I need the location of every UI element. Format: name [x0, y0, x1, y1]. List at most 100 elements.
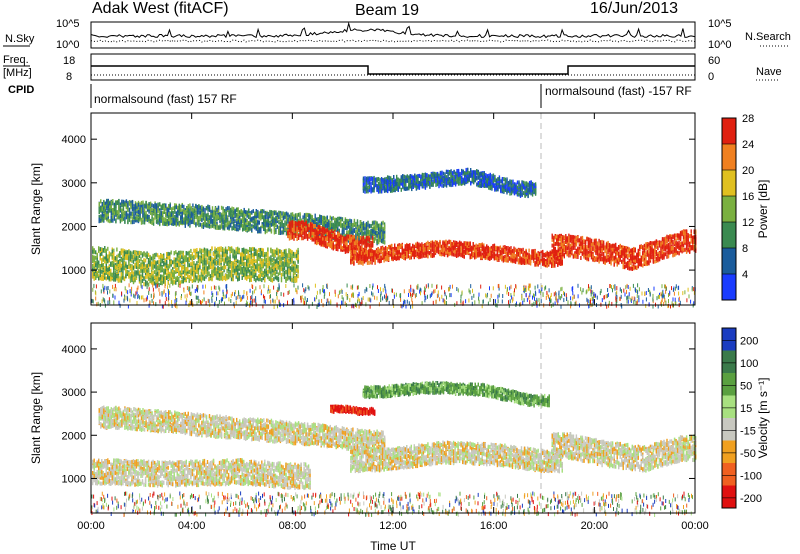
heatmap-cell — [222, 208, 224, 213]
heatmap-cell — [377, 234, 380, 239]
heatmap-cell — [349, 225, 351, 230]
heatmap-cell — [288, 234, 291, 239]
heatmap-cell — [216, 226, 218, 230]
heatmap-cell — [658, 252, 661, 257]
heatmap-cell — [219, 212, 221, 217]
heatmap-cell — [667, 235, 670, 240]
heatmap-cell — [222, 214, 224, 219]
heatmap-cell — [248, 222, 250, 227]
heatmap-cell — [329, 223, 331, 228]
heatmap-cell — [195, 204, 197, 209]
heatmap-cell — [359, 235, 362, 240]
heatmap-cell — [284, 215, 286, 220]
heatmap-cell — [340, 223, 342, 228]
heatmap-cell — [297, 228, 300, 233]
heatmap-cell — [165, 222, 167, 226]
heatmap-cell — [331, 229, 333, 233]
heatmap-cell — [584, 248, 587, 253]
heatmap-cell — [261, 213, 263, 218]
heatmap-cell — [180, 215, 182, 220]
heatmap-cell — [187, 214, 189, 219]
heatmap-cell — [184, 213, 186, 218]
heatmap-cell — [110, 215, 112, 220]
heatmap-cell — [222, 220, 224, 224]
heatmap-cell — [349, 234, 351, 239]
heatmap-cell — [309, 219, 312, 223]
heatmap-cell — [446, 240, 449, 245]
heatmap-cell — [303, 227, 306, 232]
heatmap-cell — [328, 238, 330, 243]
heatmap-cell — [305, 213, 307, 218]
heatmap-cell — [328, 232, 330, 237]
heatmap-cell — [190, 213, 193, 218]
heatmap-cell — [128, 211, 131, 216]
heatmap-cell — [133, 211, 135, 216]
heatmap-cell — [118, 211, 120, 216]
heatmap-cell — [380, 229, 383, 234]
heatmap-cell — [313, 220, 315, 224]
heatmap-cell — [353, 228, 356, 233]
heatmap-cell — [486, 247, 488, 252]
heatmap-cell — [296, 226, 298, 231]
heatmap-cell — [602, 240, 605, 245]
heatmap-cell — [151, 216, 153, 221]
heatmap-cell — [140, 217, 143, 222]
heatmap-cell — [642, 255, 644, 259]
heatmap-cell — [214, 207, 217, 212]
heatmap-cell — [611, 243, 614, 248]
heatmap-cell — [263, 225, 265, 230]
heatmap-cell — [208, 215, 211, 220]
heatmap-cell — [338, 238, 340, 243]
heatmap-cell — [257, 209, 259, 214]
heatmap-cell — [392, 249, 394, 253]
heatmap-cell — [401, 246, 403, 251]
heatmap-cell — [308, 226, 310, 231]
heatmap-cell — [690, 246, 692, 251]
heatmap-cell — [607, 257, 609, 262]
heatmap-cell — [380, 234, 383, 239]
heatmap-cell — [343, 230, 345, 235]
heatmap-cell — [401, 255, 403, 259]
heatmap-cell — [389, 249, 391, 254]
heatmap-cell — [371, 235, 374, 240]
heatmap-cell — [308, 216, 310, 221]
heatmap-cell — [439, 250, 441, 255]
heatmap-cell — [511, 248, 514, 253]
heatmap-cell — [367, 236, 369, 241]
heatmap-cell — [242, 226, 244, 231]
heatmap-cell — [372, 250, 375, 255]
heatmap-cell — [294, 227, 297, 232]
heatmap-cell — [354, 250, 357, 254]
heatmap-cell — [431, 244, 434, 249]
heatmap-cell — [183, 210, 185, 215]
heatmap-cell — [495, 256, 497, 261]
heatmap-cell — [332, 233, 334, 238]
heatmap-cell — [412, 243, 414, 248]
heatmap-cell — [329, 238, 331, 243]
heatmap-cell — [633, 266, 635, 271]
heatmap-cell — [496, 250, 499, 254]
heatmap-cell — [630, 266, 632, 271]
heatmap-cell — [226, 206, 229, 211]
heatmap-cell — [682, 231, 685, 236]
heatmap-cell — [319, 225, 321, 230]
heatmap-cell — [652, 257, 655, 262]
heatmap-cell — [172, 213, 174, 218]
heatmap-cell — [553, 237, 555, 242]
heatmap-cell — [237, 220, 239, 225]
heatmap-cell — [367, 230, 369, 234]
heatmap-cell — [346, 226, 348, 231]
heatmap-cell — [172, 211, 174, 215]
heatmap-cell — [633, 262, 635, 266]
heatmap-cell — [664, 252, 667, 257]
heatmap-cell — [418, 252, 420, 257]
heatmap-cell — [317, 238, 319, 242]
heatmap-cell — [559, 234, 561, 239]
heatmap-cell — [264, 223, 266, 228]
nave-tick-bottom: 0 — [708, 71, 714, 83]
heatmap-cell — [504, 258, 506, 263]
heatmap-cell — [137, 218, 140, 222]
heatmap-cell — [655, 252, 658, 257]
heatmap-cell — [631, 259, 633, 264]
heatmap-cell — [112, 201, 114, 206]
